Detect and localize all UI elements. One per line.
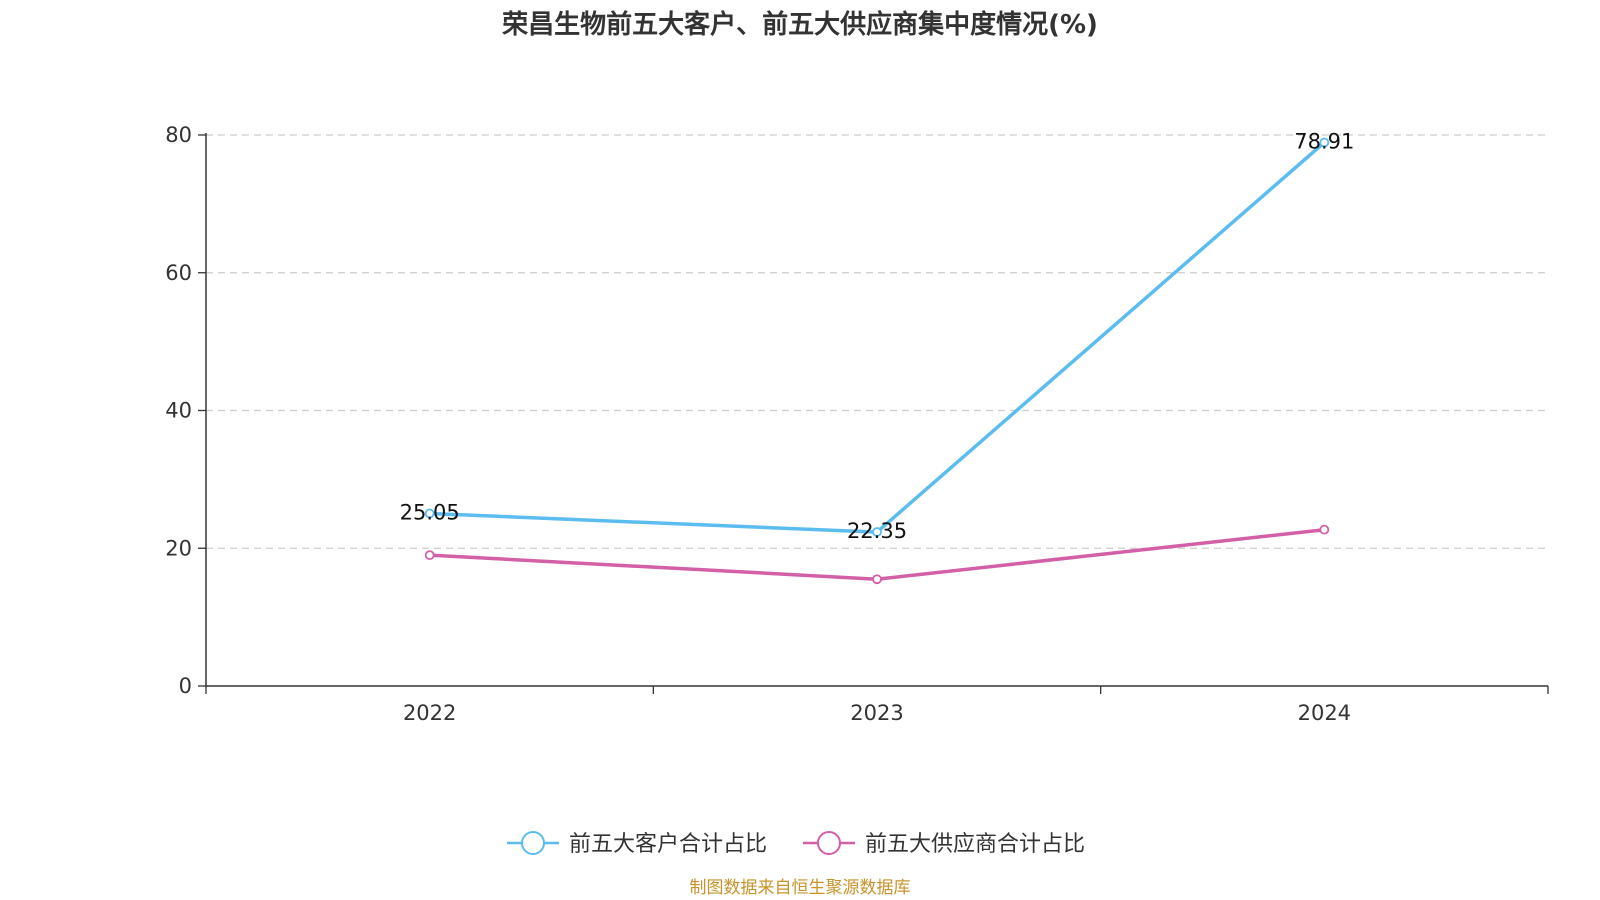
series-lines xyxy=(424,137,1330,585)
data-label: 78.91 xyxy=(1294,130,1354,154)
data-point[interactable] xyxy=(424,508,435,519)
legend-label: 前五大供应商合计占比 xyxy=(865,832,1085,857)
x-tick-label: 2023 xyxy=(850,701,903,725)
data-labels: 25.05 22.35 78.91 xyxy=(400,130,1355,544)
legend-item-1[interactable]: 前五大客户合计占比 xyxy=(507,831,767,857)
legend-label: 前五大客户合计占比 xyxy=(569,832,767,857)
axes: 0 20 40 60 80 2022 2023 2024 xyxy=(165,123,1549,725)
chart-title: 荣昌生物前五大客户、前五大供应商集中度情况(%) xyxy=(502,9,1098,40)
data-point[interactable] xyxy=(1319,524,1330,535)
x-tick-label: 2022 xyxy=(403,701,456,725)
x-tick-label: 2024 xyxy=(1298,701,1351,725)
gridlines xyxy=(206,134,1548,549)
data-point[interactable] xyxy=(872,527,882,537)
y-tick-label: 20 xyxy=(165,536,192,560)
legend-marker-icon xyxy=(521,831,545,855)
y-tick-label: 0 xyxy=(179,674,192,698)
y-tick-label: 80 xyxy=(165,123,192,147)
y-tick-label: 40 xyxy=(165,399,192,423)
source-note: 制图数据来自恒生聚源数据库 xyxy=(690,878,911,898)
y-tick-label: 60 xyxy=(165,261,192,285)
data-label: 25.05 xyxy=(400,500,460,524)
legend[interactable]: 前五大客户合计占比 前五大供应商合计占比 xyxy=(507,831,1085,857)
data-point[interactable] xyxy=(872,574,882,585)
data-label: 22.35 xyxy=(847,519,907,543)
data-point[interactable] xyxy=(424,550,435,561)
series-line-1 xyxy=(427,140,1327,534)
data-point[interactable] xyxy=(1319,137,1330,148)
legend-marker-icon xyxy=(817,831,841,855)
legend-item-2[interactable]: 前五大供应商合计占比 xyxy=(803,831,1085,857)
